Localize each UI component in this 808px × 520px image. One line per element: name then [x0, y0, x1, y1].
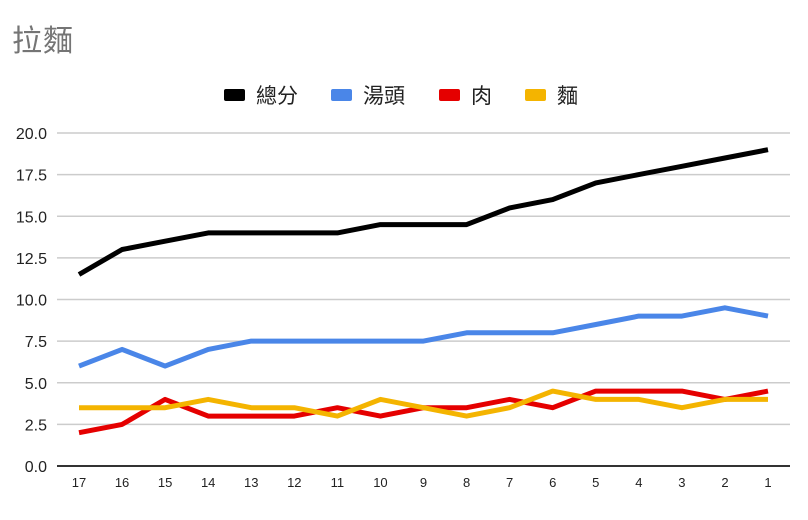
x-tick-label: 17 — [72, 475, 86, 490]
y-tick-label: 15.0 — [16, 209, 47, 226]
x-tick-label: 10 — [373, 475, 387, 490]
x-tick-label: 11 — [331, 475, 345, 490]
y-tick-label: 0.0 — [25, 459, 47, 476]
x-tick-label: 5 — [592, 475, 599, 490]
x-tick-label: 12 — [287, 475, 301, 490]
y-axis-ticks: 0.0 2.5 5.0 7.5 10.0 12.5 15.0 17.5 20.0 — [16, 126, 47, 476]
series-line-2 — [78, 305, 769, 369]
legend-swatch — [525, 89, 546, 101]
y-tick-label: 7.5 — [25, 334, 47, 351]
x-tick-label: 4 — [635, 475, 642, 490]
y-tick-label: 17.5 — [16, 168, 47, 185]
y-tick-label: 20.0 — [16, 126, 47, 143]
x-tick-label: 6 — [549, 475, 556, 490]
x-tick-label: 14 — [201, 475, 215, 490]
legend-label: 麵 — [557, 84, 578, 108]
series-line-3 — [78, 388, 769, 436]
x-tick-label: 7 — [506, 475, 513, 490]
x-tick-label: 13 — [244, 475, 258, 490]
x-tick-label: 2 — [721, 475, 728, 490]
series-line-1 — [77, 147, 769, 277]
x-tick-label: 16 — [115, 475, 129, 490]
legend: 總分 湯頭 肉 麵 — [224, 84, 578, 108]
legend-label: 總分 — [256, 84, 298, 108]
x-tick-label: 1 — [764, 475, 771, 490]
x-axis-ticks: 17 16 15 14 13 12 11 10 9 8 7 6 5 4 3 2 1 — [72, 475, 772, 490]
legend-label: 肉 — [471, 84, 492, 108]
x-tick-label: 15 — [158, 475, 172, 490]
series-lines — [77, 147, 769, 436]
x-tick-label: 8 — [463, 475, 470, 490]
chart-title: 拉麵 — [12, 24, 74, 59]
y-tick-label: 10.0 — [16, 293, 47, 310]
x-tick-label: 9 — [420, 475, 427, 490]
y-tick-label: 5.0 — [25, 376, 47, 393]
legend-swatch — [224, 89, 245, 101]
y-tick-label: 2.5 — [25, 417, 47, 434]
legend-label: 湯頭 — [363, 84, 405, 108]
legend-swatch — [439, 89, 460, 101]
legend-swatch — [331, 89, 352, 101]
gridlines — [57, 132, 790, 467]
y-tick-label: 12.5 — [16, 251, 47, 268]
series-line-4 — [79, 388, 768, 419]
x-tick-label: 3 — [678, 475, 685, 490]
